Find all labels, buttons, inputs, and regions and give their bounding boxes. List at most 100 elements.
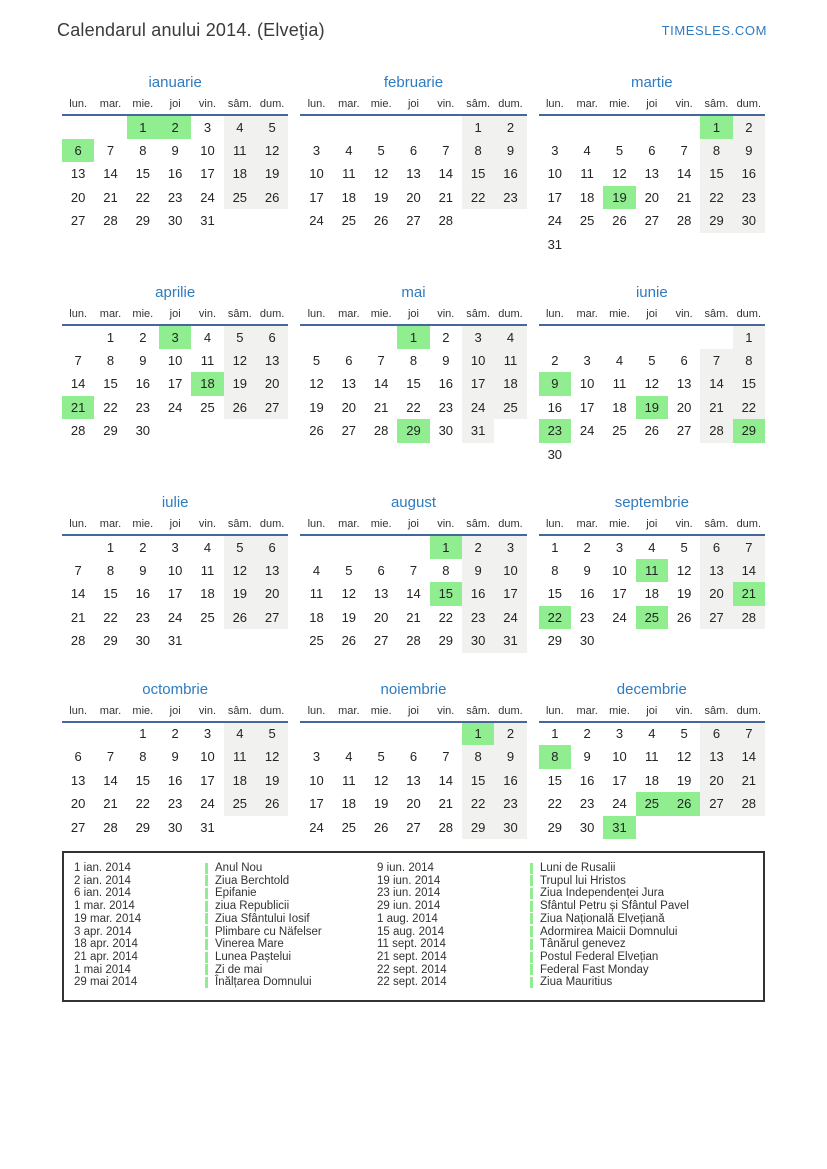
site-logo-link[interactable]: TIMESLES.COM [661, 23, 767, 38]
day-cell: 17 [200, 772, 215, 788]
holiday-day-cell: 21 [62, 395, 95, 419]
day-cell: 25 [223, 185, 256, 209]
empty-cell [333, 535, 365, 559]
day-cell: 28 [438, 213, 454, 229]
day-header: lun. [538, 702, 571, 723]
day-cell: 7 [732, 535, 765, 559]
day-cell: 18 [644, 772, 660, 788]
day-cell: 18 [494, 372, 527, 396]
holiday-day-cell: 1 [461, 721, 495, 745]
day-cell: 3 [494, 535, 527, 559]
day-header: joi [635, 702, 668, 723]
day-header: vin. [667, 516, 701, 536]
day-header: dum. [255, 306, 289, 326]
legend-date: 2 ian. 2014 [74, 874, 131, 887]
legend-holiday-name: Plimbare cu Näfelser [215, 925, 322, 938]
legend-item: Postul Federal Elvețian [530, 951, 757, 963]
day-header: sâm. [223, 96, 256, 116]
empty-cell [333, 115, 365, 139]
day-cell: 15 [135, 166, 151, 182]
day-cell: 4 [203, 329, 212, 345]
day-header: sâm. [461, 702, 495, 723]
month-februarie: februarie lun. mar. mie. joi vin. sâm. dum. 1 2 3 4… [300, 74, 527, 233]
month-mai: mai lun. mar. mie. joi vin. sâm. dum. 1 2 3 4 5 6 7 8 9 1… [300, 284, 527, 443]
day-cell: 25 [309, 633, 324, 649]
day-cell: 10 [200, 749, 215, 765]
month-septembrie: septembrie lun. mar. mie. joi vin. sâm. dum. 1 2 3… [538, 494, 765, 653]
legend-date: 19 iun. 2014 [377, 874, 441, 887]
day-cell: 16 [461, 582, 495, 606]
empty-cell [539, 115, 571, 139]
day-cell: 24 [612, 796, 627, 812]
legend-holiday-name: Luni de Rusalii [540, 862, 616, 874]
empty-cell [430, 722, 462, 746]
day-cell: 30 [579, 819, 595, 835]
legend-item: Tânărul genevez [530, 938, 757, 950]
holiday-day-cell: 1 [126, 115, 159, 139]
week-row: 21 22 23 24 25 26 27 [62, 395, 289, 419]
day-cell: 14 [438, 166, 454, 182]
holiday-day-cell: 8 [538, 745, 571, 769]
legend-item: Vinerea Mare [205, 938, 377, 950]
holiday-day-cell: 15 [429, 582, 462, 606]
day-cell: 29 [547, 819, 563, 835]
day-cell: 15 [700, 162, 733, 186]
day-header: vin. [429, 702, 462, 723]
day-cell: 25 [200, 399, 215, 415]
day-cell: 26 [612, 213, 627, 229]
day-cell: 24 [167, 399, 183, 415]
day-cell: 18 [341, 189, 357, 205]
legend-date: 21 apr. 2014 [74, 950, 138, 963]
day-cell: 2 [494, 721, 527, 745]
month-title: iunie [635, 284, 668, 301]
legend-holiday-name: Epifanie [215, 887, 257, 900]
day-cell: 19 [255, 768, 289, 792]
day-cell: 29 [103, 423, 118, 439]
month-title: ianuarie [148, 74, 202, 91]
day-header: sâm. [700, 516, 733, 536]
day-header: dum. [494, 702, 527, 723]
day-cell: 28 [438, 819, 454, 835]
week-row: 4 5 6 7 8 9 10 [300, 558, 527, 582]
day-header: mie. [126, 306, 159, 326]
holiday-marker-icon [530, 938, 533, 950]
day-cell: 6 [345, 352, 353, 368]
day-cell: 17 [494, 582, 527, 606]
day-cell: 5 [223, 535, 256, 559]
day-cell: 13 [255, 348, 289, 372]
week-row: 29 30 31 [539, 815, 765, 839]
day-header: mie. [364, 702, 398, 723]
day-cell: 27 [406, 819, 421, 835]
day-header: mar. [332, 702, 365, 723]
day-cell: 20 [406, 796, 421, 812]
day-header: joi [635, 516, 668, 536]
day-cell: 19 [223, 582, 256, 606]
day-header-row: lun. mar. mie. joi vin. sâm. dum. [300, 516, 527, 536]
day-header: sâm. [461, 306, 495, 326]
day-cell: 28 [373, 423, 389, 439]
day-cell: 10 [494, 558, 527, 582]
day-cell: 12 [612, 166, 627, 182]
empty-cell [462, 209, 494, 233]
day-cell: 23 [494, 185, 527, 209]
day-cell: 7 [377, 352, 385, 368]
legend-holiday-name: Trupul lui Hristos [540, 874, 626, 887]
day-cell: 19 [676, 772, 692, 788]
month-octombrie: octombrie lun. mar. mie. joi vin. sâm. dum. 1 2 3 4… [62, 681, 289, 840]
day-cell: 18 [223, 162, 256, 186]
legend-holiday-name: Anul Nou [215, 862, 263, 874]
day-cell: 28 [732, 792, 765, 816]
day-cell: 23 [579, 609, 595, 625]
empty-cell [224, 816, 256, 840]
day-header: mie. [603, 516, 636, 536]
day-header: mar. [94, 306, 127, 326]
day-cell: 5 [223, 325, 256, 349]
week-row: 23 24 25 26 27 28 29 [538, 419, 765, 443]
day-cell: 13 [406, 772, 421, 788]
empty-cell [700, 233, 732, 257]
legend-holiday-name: Sfântul Petru și Sfântul Pavel [540, 900, 689, 913]
day-cell: 23 [167, 796, 183, 812]
week-row: 8 9 10 11 12 13 14 [538, 745, 765, 769]
day-cell: 24 [309, 213, 324, 229]
